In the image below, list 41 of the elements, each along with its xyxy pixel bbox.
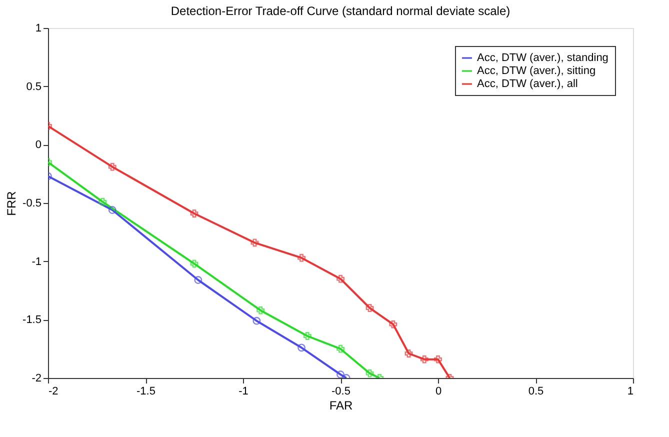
y-tick-label: 0.5	[26, 80, 42, 93]
point	[366, 304, 374, 312]
point	[389, 320, 398, 328]
y-tick-label: 0	[35, 139, 42, 152]
point	[336, 370, 344, 378]
y-tick-label: -1	[32, 256, 42, 268]
legend-label: Acc, DTW (aver.), sitting	[477, 65, 596, 77]
point	[98, 198, 107, 206]
point	[366, 369, 374, 378]
x-axis-title: FAR	[329, 398, 353, 412]
y-tick-label: -2	[32, 372, 42, 384]
x-tick-label: -2	[48, 386, 58, 398]
point	[336, 344, 344, 353]
point	[108, 162, 116, 171]
chart-title: Detection-Error Trade-off Curve (standard normal deviate scale)	[170, 4, 510, 18]
point	[420, 355, 428, 364]
point	[404, 350, 413, 358]
point	[298, 344, 306, 352]
x-tick-label: 0	[435, 386, 442, 398]
point	[108, 206, 116, 214]
y-tick-label: -1.5	[22, 314, 42, 326]
legend-label: Acc, DTW (aver.), standing	[477, 52, 608, 64]
x-tick-label: 1	[627, 386, 634, 398]
x-tick-label: 0.5	[528, 386, 544, 398]
point	[256, 306, 265, 314]
x-tick-label: -1	[238, 386, 248, 398]
point	[190, 210, 198, 218]
y-tick-label: -0.5	[22, 198, 42, 210]
point	[303, 332, 312, 340]
point	[252, 316, 261, 325]
point	[250, 238, 259, 247]
x-tick-label: -1.5	[136, 386, 156, 398]
point	[434, 355, 442, 364]
point	[190, 260, 198, 268]
legend-label: Acc, DTW (aver.), all	[477, 78, 578, 90]
point	[298, 254, 306, 262]
x-tick-label: -0.5	[332, 386, 350, 398]
y-tick-label: 1	[35, 22, 42, 34]
point	[194, 276, 202, 284]
y-axis-title: FRR	[4, 190, 19, 216]
point	[336, 274, 344, 283]
